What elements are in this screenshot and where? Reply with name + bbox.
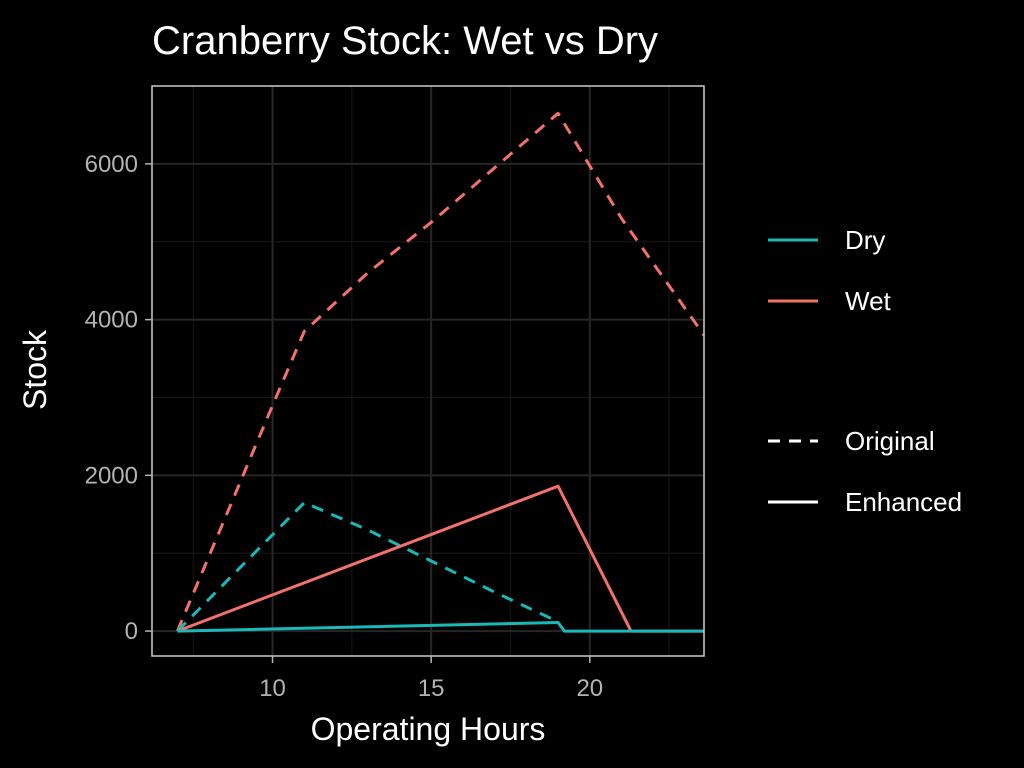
x-tick-label: 15 bbox=[418, 675, 445, 702]
x-tick-label: 10 bbox=[259, 675, 286, 702]
series-layer bbox=[176, 111, 706, 633]
x-axis-title: Operating Hours bbox=[311, 711, 546, 747]
y-tick-label: 6000 bbox=[85, 151, 138, 178]
legend: Dry Wet Original Enhanced bbox=[768, 225, 962, 517]
y-tick-label: 4000 bbox=[85, 307, 138, 334]
y-tick-label: 0 bbox=[125, 618, 138, 645]
y-tick-label: 2000 bbox=[85, 462, 138, 489]
legend-label-wet: Wet bbox=[845, 286, 892, 316]
ticks-layer: 10 15 20 0 2000 4000 6000 bbox=[85, 151, 604, 702]
legend-label-original: Original bbox=[845, 426, 935, 456]
y-axis-title: Stock bbox=[17, 329, 53, 410]
series-line-wet-original bbox=[176, 111, 706, 632]
legend-label-enhanced: Enhanced bbox=[845, 487, 962, 517]
x-tick-label: 20 bbox=[576, 675, 603, 702]
chart-title: Cranberry Stock: Wet vs Dry bbox=[152, 19, 658, 63]
legend-label-dry: Dry bbox=[845, 225, 885, 255]
series-line-dry-enhanced bbox=[177, 621, 704, 633]
panel-border bbox=[151, 85, 705, 657]
